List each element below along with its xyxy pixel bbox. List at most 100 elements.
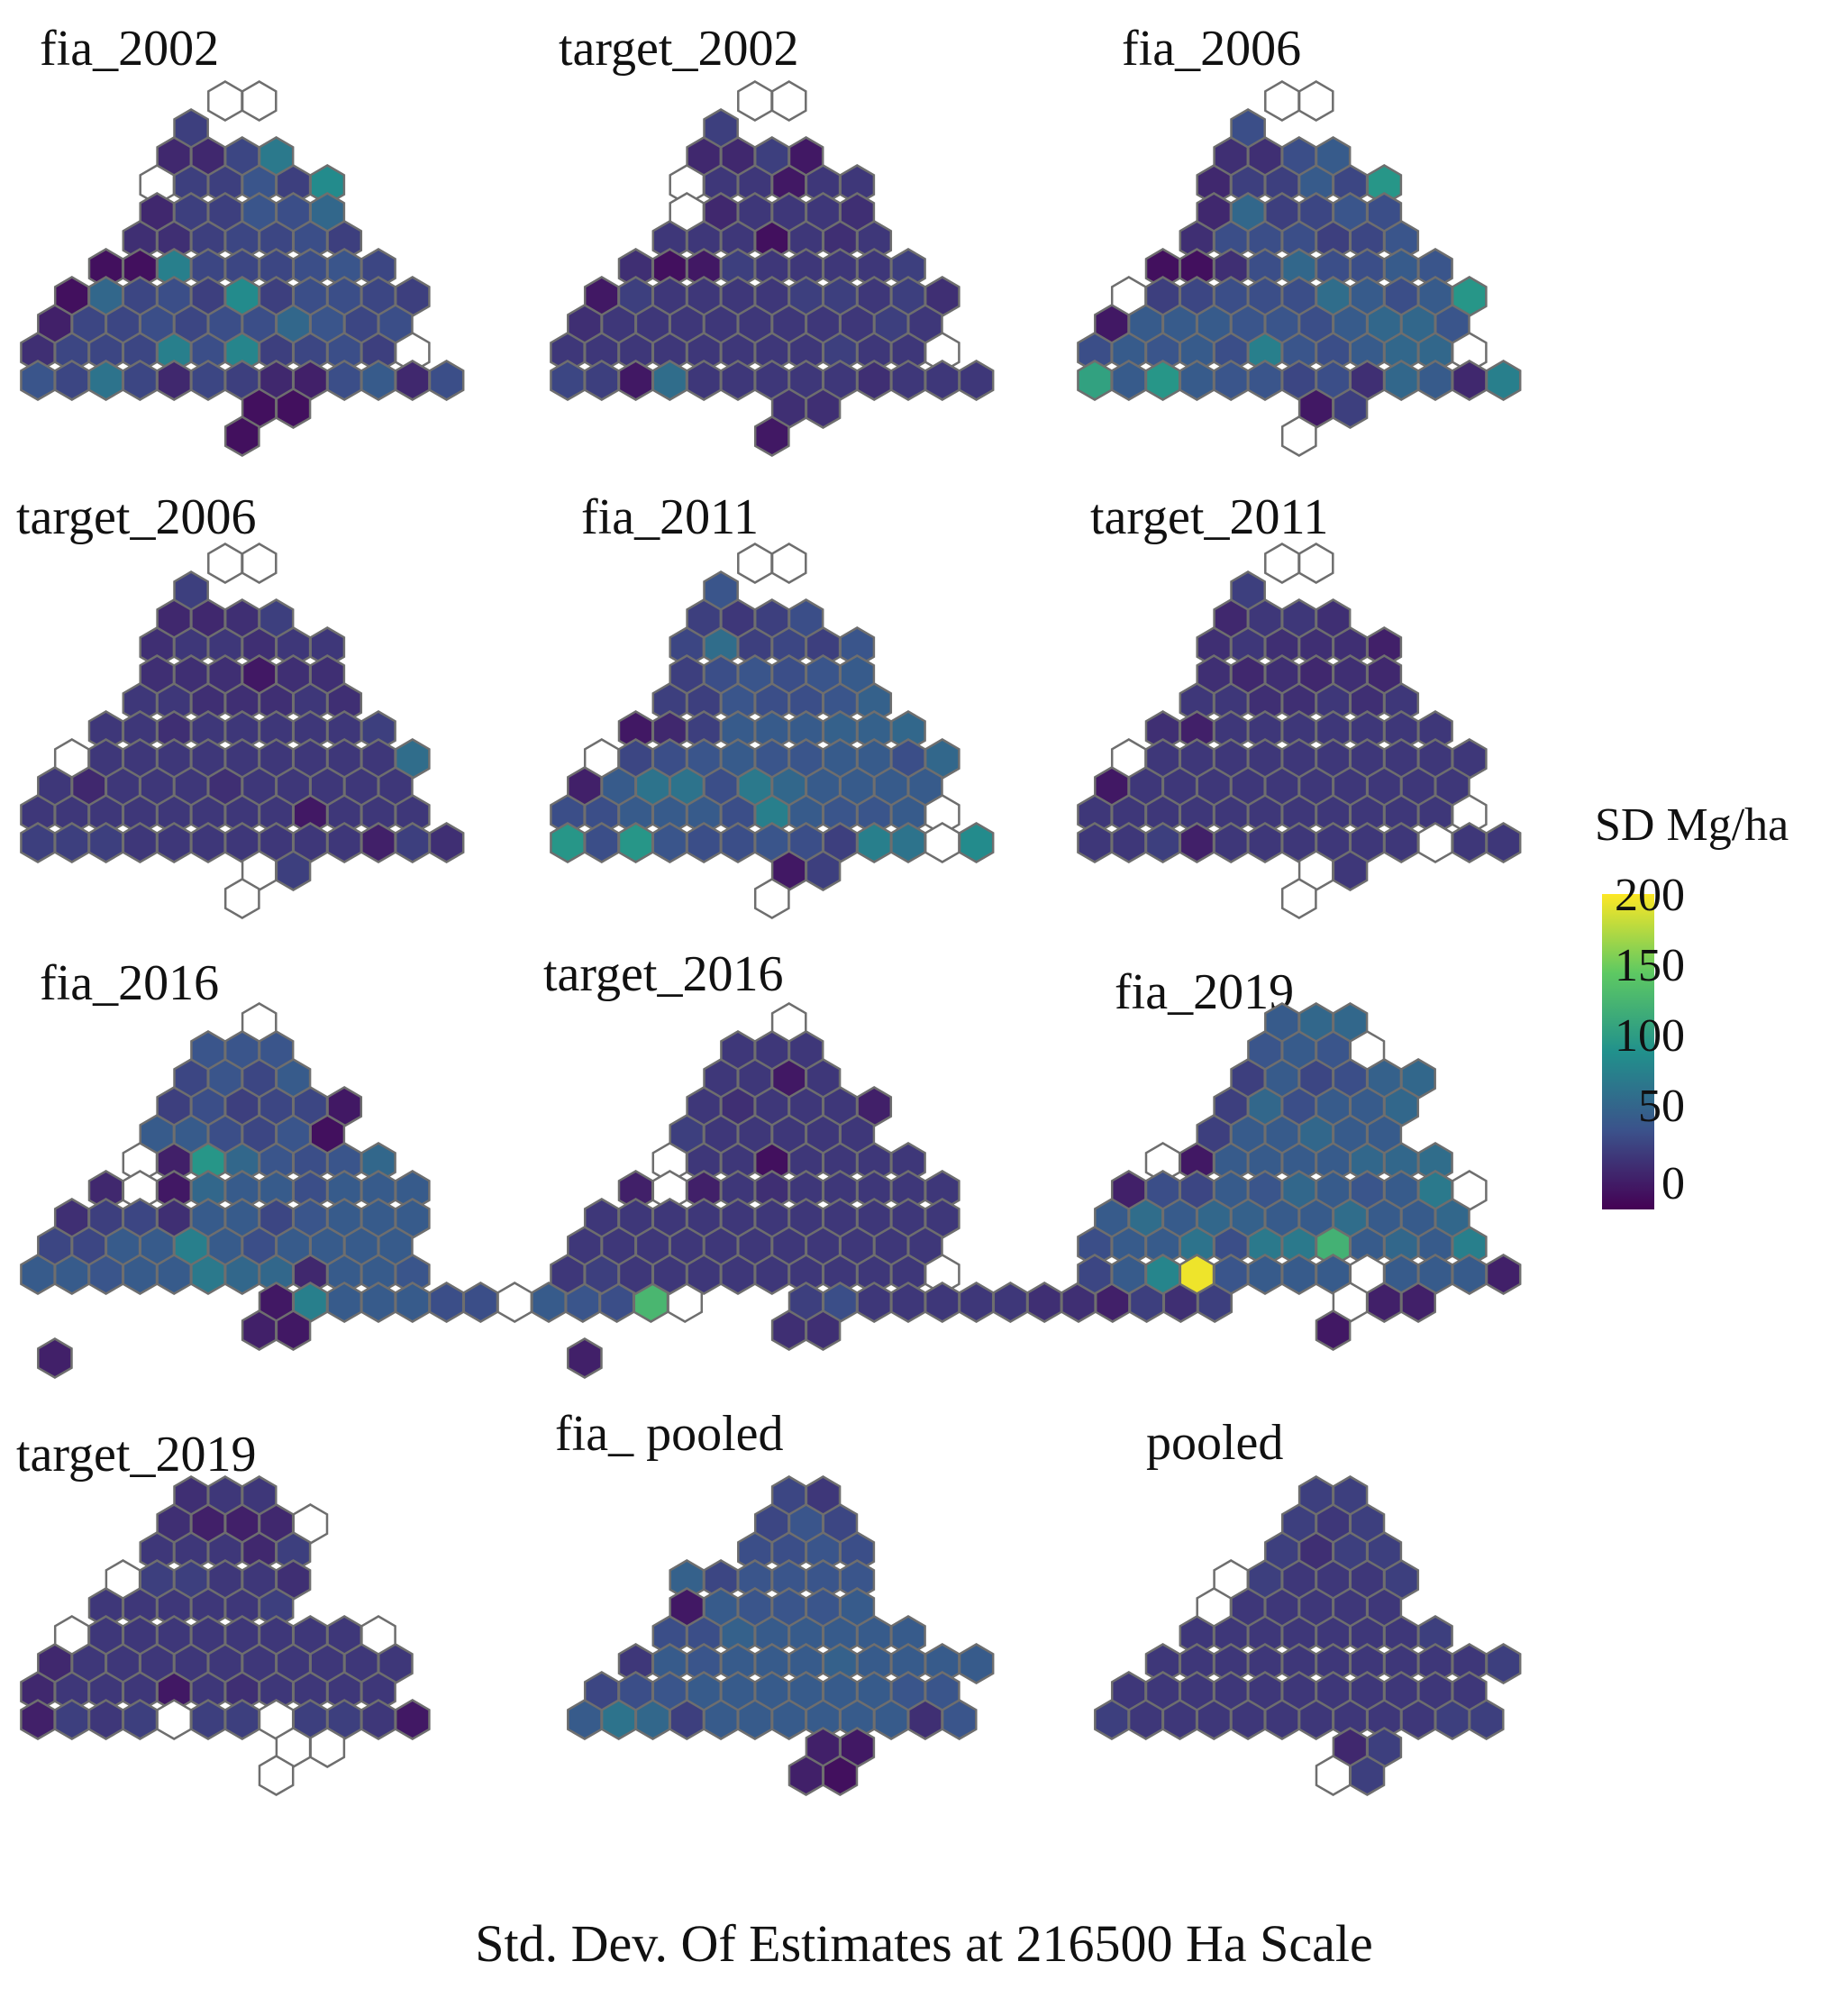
hex-cell <box>1110 1254 1147 1295</box>
hex-cell <box>1144 822 1181 863</box>
panel-title: target_2019 <box>16 1427 256 1483</box>
hex-cell <box>737 1699 773 1740</box>
hex-cell <box>190 822 226 863</box>
hex-cell <box>805 388 842 429</box>
hex-cell <box>1144 1254 1181 1295</box>
hex-cell <box>1280 1254 1317 1295</box>
hex-cell <box>941 1699 978 1740</box>
panel-target-2002: target_2002 <box>550 21 995 457</box>
hex-cell <box>394 1699 431 1740</box>
hex-cell <box>753 1254 790 1295</box>
hex-cell <box>720 822 756 863</box>
hex-cell <box>190 1254 226 1295</box>
hex-cell <box>326 1282 363 1323</box>
hex-cell <box>1213 360 1250 401</box>
hex-cell-missing <box>737 80 773 122</box>
hex-cell <box>1077 360 1113 401</box>
hex-cell <box>1247 1254 1283 1295</box>
hex-cell <box>326 822 363 863</box>
hex-cell <box>720 1254 756 1295</box>
hex-cell <box>1383 822 1420 863</box>
hex-cell <box>1247 822 1283 863</box>
hex-cell <box>53 822 90 863</box>
hex-cell <box>583 1254 620 1295</box>
hex-cell-missing <box>207 80 243 122</box>
hex-cell <box>275 388 312 429</box>
hex-cell-missing <box>1280 878 1317 919</box>
hex-cell <box>394 360 431 401</box>
panel-fia-2016: fia_2016 <box>20 955 704 1379</box>
hex-cell <box>1077 1254 1113 1295</box>
hex-cell <box>890 1282 926 1323</box>
hex-cell-missing <box>1297 543 1334 584</box>
panel-target-2006: target_2006 <box>16 489 465 919</box>
panel-fia-2002: fia_2002 <box>20 21 465 457</box>
hex-cell <box>156 360 193 401</box>
hex-cell <box>1366 1282 1403 1323</box>
panel-title: pooled <box>1146 1415 1283 1471</box>
hex-cell <box>20 360 56 401</box>
hex-cell <box>686 1254 723 1295</box>
hex-cell <box>1451 360 1488 401</box>
legend-tick-0: 0 <box>1661 1158 1685 1209</box>
panel-target-2011: target_2011 <box>1077 489 1522 919</box>
hex-cell <box>907 1699 943 1740</box>
hex-cell <box>1213 1254 1250 1295</box>
hex-cell <box>53 1699 90 1740</box>
hex-cell <box>20 822 56 863</box>
panel-title: fia_2002 <box>40 21 219 77</box>
panel-fia-pooled: fia_ pooled <box>555 1406 995 1796</box>
hex-cell <box>958 822 995 863</box>
hex-cell <box>856 1282 893 1323</box>
hex-cell <box>1196 1699 1233 1740</box>
hex-cell-missing <box>753 878 790 919</box>
hex-cell-missing <box>770 80 807 122</box>
hex-cell <box>53 1254 90 1295</box>
hex-cell <box>651 822 688 863</box>
hex-cell <box>190 360 226 401</box>
hex-cell-missing <box>1280 415 1317 457</box>
panel-title: fia_2019 <box>1115 964 1294 1020</box>
hex-cell <box>462 1282 499 1323</box>
hex-cell <box>223 1699 260 1740</box>
hex-cell <box>1297 1699 1334 1740</box>
legend-title: SD Mg/ha <box>1595 799 1789 851</box>
hex-cell <box>805 850 842 891</box>
hex-cell <box>37 1337 73 1379</box>
hex-cell-missing <box>258 1755 295 1796</box>
hex-cell <box>1110 822 1147 863</box>
hex-cell <box>87 822 124 863</box>
hex-cell <box>428 360 465 401</box>
panel-fia-2019: fia_2019 <box>1077 964 1522 1351</box>
hex-cell <box>190 1699 226 1740</box>
hex-cell <box>958 360 995 401</box>
hex-cell <box>958 1282 995 1323</box>
hex-cell <box>669 1699 706 1740</box>
hex-cell-missing <box>241 80 278 122</box>
hex-cell <box>122 1699 159 1740</box>
panel-title: fia_2011 <box>581 489 759 545</box>
hex-cell <box>890 822 926 863</box>
hex-cell-missing <box>156 1699 193 1740</box>
hex-cell-missing <box>737 543 773 584</box>
hex-cell <box>156 1254 193 1295</box>
hex-cell <box>1400 1282 1436 1323</box>
panel-target-2019: target_2019 <box>16 1427 431 1796</box>
panel-fia-2011: fia_2011 <box>550 489 995 919</box>
hex-cell <box>856 360 893 401</box>
hex-cell <box>1127 1699 1164 1740</box>
hex-cell <box>856 822 893 863</box>
hex-cell <box>1094 1699 1130 1740</box>
panel-title: target_2006 <box>16 489 256 545</box>
hex-cell <box>1332 850 1369 891</box>
hex-cell <box>770 1309 807 1351</box>
hex-cell <box>87 1254 124 1295</box>
panel-pooled: pooled <box>1094 1415 1522 1796</box>
hex-cell <box>873 1699 909 1740</box>
hex-cell <box>1077 822 1113 863</box>
hex-cell-missing <box>1417 822 1453 863</box>
hex-cell-missing <box>1264 543 1300 584</box>
hex-cell <box>1026 1282 1063 1323</box>
hex-cell-missing <box>223 878 260 919</box>
